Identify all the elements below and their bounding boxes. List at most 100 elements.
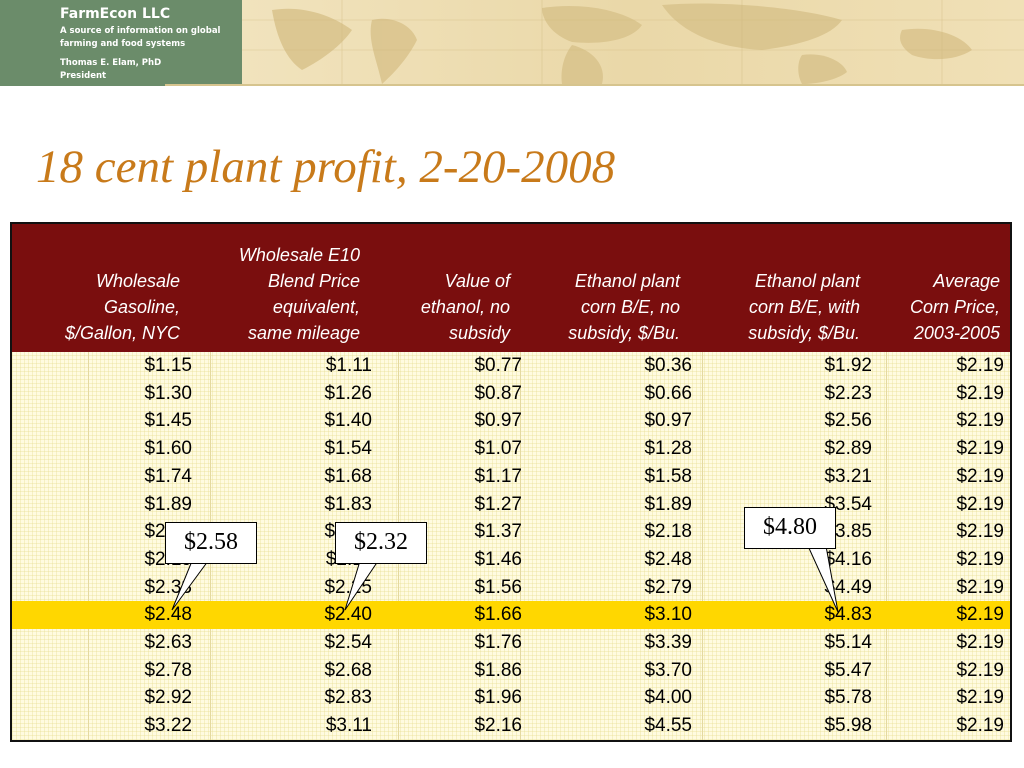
header-avg-corn-price: Average Corn Price, 2003-2005 (909, 271, 1000, 343)
callout-4-80: $4.80 (744, 507, 836, 549)
table-cell: $1.28 (644, 438, 692, 459)
table-row: $1.89 $1.83 $1.27 $1.89 $3.54 $2.19 (12, 491, 1010, 519)
table-cell: $2.19 (956, 466, 1004, 487)
header-be-no-subsidy: Ethanol plant corn B/E, no subsidy, $/Bu… (568, 271, 680, 343)
table-cell: $5.78 (824, 687, 872, 708)
table-cell: $3.22 (144, 715, 192, 736)
table-cell: $2.40 (324, 604, 372, 625)
table-cell: $1.74 (144, 466, 192, 487)
table-cell: $1.76 (474, 632, 522, 653)
table-cell: $1.60 (144, 438, 192, 459)
table-cell: $2.33 (144, 577, 192, 598)
table-cell: $3.85 (824, 521, 872, 542)
table-cell: $1.86 (474, 660, 522, 681)
table-cell: $2.68 (324, 660, 372, 681)
table-cell: $3.70 (644, 660, 692, 681)
table-cell: $2.19 (956, 383, 1004, 404)
table-cell: $2.79 (644, 577, 692, 598)
table-cell: $4.55 (644, 715, 692, 736)
table-cell: $1.83 (324, 494, 372, 515)
column-divider (886, 352, 887, 740)
table-cell: $1.66 (474, 604, 522, 625)
table-row-highlighted: $2.48 $2.40 $1.66 $3.10 $4.83 $2.19 (12, 601, 1010, 629)
table-cell: $3.39 (644, 632, 692, 653)
table-cell: $2.63 (144, 632, 192, 653)
table-cell: $1.54 (324, 438, 372, 459)
table-cell: $1.89 (144, 494, 192, 515)
table-cell: $2.23 (824, 383, 872, 404)
table-cell: $4.00 (644, 687, 692, 708)
table-row: $1.15 $1.11 $0.77 $0.36 $1.92 $2.19 (12, 352, 1010, 380)
table-cell: $2.19 (956, 577, 1004, 598)
table-cell: $0.87 (474, 383, 522, 404)
banner-divider (165, 84, 1024, 86)
world-map-background (242, 0, 1024, 86)
table-cell: $2.19 (956, 438, 1004, 459)
table-cell: $1.96 (474, 687, 522, 708)
table-cell: $4.16 (824, 549, 872, 570)
table-cell: $1.56 (474, 577, 522, 598)
table-row: $2.92 $2.83 $1.96 $4.00 $5.78 $2.19 (12, 684, 1010, 712)
table-cell: $0.97 (474, 410, 522, 431)
table-cell: $2.19 (956, 687, 1004, 708)
header-wholesale-gasoline: Wholesale Gasoline, $/Gallon, NYC (64, 271, 180, 343)
table-cell: $3.10 (644, 604, 692, 625)
callout-2-58: $2.58 (165, 522, 257, 564)
table-cell: $2.89 (824, 438, 872, 459)
table-body: $1.15 $1.11 $0.77 $0.36 $1.92 $2.19 $1.30 $1.26… (12, 352, 1010, 740)
table-row: $2.19$2.11$1.46$2.48$4.16$2.19 (12, 546, 1010, 574)
company-box: FarmEcon LLC A source of information on … (0, 0, 242, 86)
table-cell: $1.58 (644, 466, 692, 487)
table-cell: $2.19 (956, 549, 1004, 570)
table-cell: $2.19 (956, 660, 1004, 681)
table-cell: $1.27 (474, 494, 522, 515)
company-tagline: A source of information on global farmin… (60, 26, 221, 49)
table-cell: $0.66 (644, 383, 692, 404)
table-cell: $2.16 (474, 715, 522, 736)
table-cell: $2.25 (324, 577, 372, 598)
author-title: President (60, 71, 107, 81)
table-row: $1.74 $1.68 $1.17 $1.58 $3.21 $2.19 (12, 463, 1010, 491)
table-cell: $2.19 (956, 494, 1004, 515)
table-cell: $0.36 (644, 355, 692, 376)
table-cell: $1.40 (324, 410, 372, 431)
table-cell: $1.92 (824, 355, 872, 376)
table-cell: $1.46 (474, 549, 522, 570)
table-cell: $1.68 (324, 466, 372, 487)
table-row: $3.22 $3.11 $2.16 $4.55 $5.98 $2.19 (12, 712, 1010, 740)
header-ethanol-value: Value of ethanol, no subsidy (420, 271, 510, 343)
slide-title: 18 cent plant profit, 2-20-2008 (36, 141, 616, 193)
table-cell: $1.07 (474, 438, 522, 459)
table-cell: $0.97 (644, 410, 692, 431)
table-cell: $3.11 (325, 715, 372, 736)
table-row: $1.60 $1.54 $1.07 $1.28 $2.89 $2.19 (12, 435, 1010, 463)
table-cell: $2.78 (144, 660, 192, 681)
callout-2-32: $2.32 (335, 522, 427, 564)
table-cell: $5.98 (824, 715, 872, 736)
table-cell: $2.83 (324, 687, 372, 708)
table-cell: $2.56 (824, 410, 872, 431)
header-banner: FarmEcon LLC A source of information on … (0, 0, 1024, 86)
table-cell: $3.54 (824, 494, 872, 515)
data-table: Wholesale Gasoline, $/Gallon, NYC Wholes… (10, 222, 1012, 742)
author-name: Thomas E. Elam, PhD (60, 58, 162, 68)
table-cell: $1.26 (324, 383, 372, 404)
table-cell: $2.19 (956, 521, 1004, 542)
table-cell: $1.11 (325, 355, 372, 376)
column-divider (520, 352, 521, 740)
table-cell: $3.21 (824, 466, 872, 487)
table-cell: $2.48 (644, 549, 692, 570)
world-map-icon (242, 0, 1024, 86)
table-cell: $2.92 (144, 687, 192, 708)
table-cell: $1.30 (144, 383, 192, 404)
header-e10-blend-price: Wholesale E10 Blend Price equivalent, sa… (238, 245, 360, 343)
table-cell: $2.19 (956, 355, 1004, 376)
table-row: $1.45 $1.40 $0.97 $0.97 $2.56 $2.19 (12, 407, 1010, 435)
table-cell: $2.19 (956, 604, 1004, 625)
author: Thomas E. Elam, PhD President (60, 57, 161, 83)
table-cell: $1.89 (644, 494, 692, 515)
table-row: $2.63 $2.54 $1.76 $3.39 $5.14 $2.19 (12, 629, 1010, 657)
table-row: $2.78 $2.68 $1.86 $3.70 $5.47 $2.19 (12, 657, 1010, 685)
table-cell: $2.48 (144, 604, 192, 625)
column-divider (88, 352, 89, 740)
